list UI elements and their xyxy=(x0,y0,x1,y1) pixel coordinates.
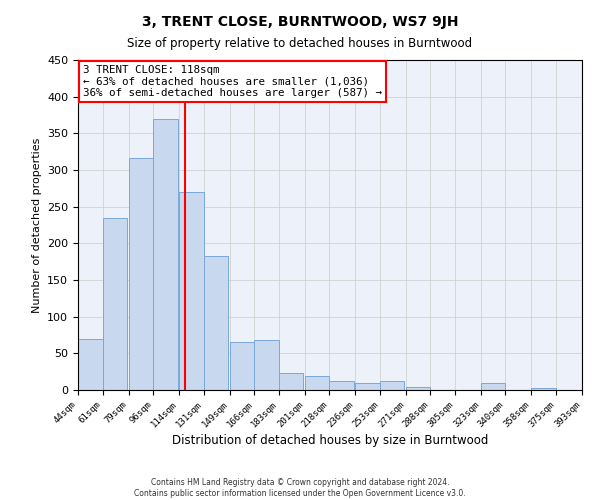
Bar xyxy=(153,118,178,390)
Bar xyxy=(179,192,203,390)
Bar xyxy=(355,382,380,390)
Bar xyxy=(279,373,303,390)
Bar xyxy=(78,338,103,390)
Text: 3, TRENT CLOSE, BURNTWOOD, WS7 9JH: 3, TRENT CLOSE, BURNTWOOD, WS7 9JH xyxy=(142,15,458,29)
Y-axis label: Number of detached properties: Number of detached properties xyxy=(32,138,41,312)
Text: Contains HM Land Registry data © Crown copyright and database right 2024.
Contai: Contains HM Land Registry data © Crown c… xyxy=(134,478,466,498)
Bar xyxy=(380,381,404,390)
Bar xyxy=(254,340,279,390)
Bar xyxy=(305,376,329,390)
Text: Size of property relative to detached houses in Burntwood: Size of property relative to detached ho… xyxy=(127,38,473,51)
Bar xyxy=(406,387,430,390)
Bar xyxy=(128,158,153,390)
Text: 3 TRENT CLOSE: 118sqm
← 63% of detached houses are smaller (1,036)
36% of semi-d: 3 TRENT CLOSE: 118sqm ← 63% of detached … xyxy=(83,65,382,98)
Bar xyxy=(329,381,354,390)
Bar xyxy=(481,382,505,390)
Bar xyxy=(230,342,254,390)
X-axis label: Distribution of detached houses by size in Burntwood: Distribution of detached houses by size … xyxy=(172,434,488,448)
Bar xyxy=(203,256,228,390)
Bar xyxy=(103,218,127,390)
Bar xyxy=(532,388,556,390)
